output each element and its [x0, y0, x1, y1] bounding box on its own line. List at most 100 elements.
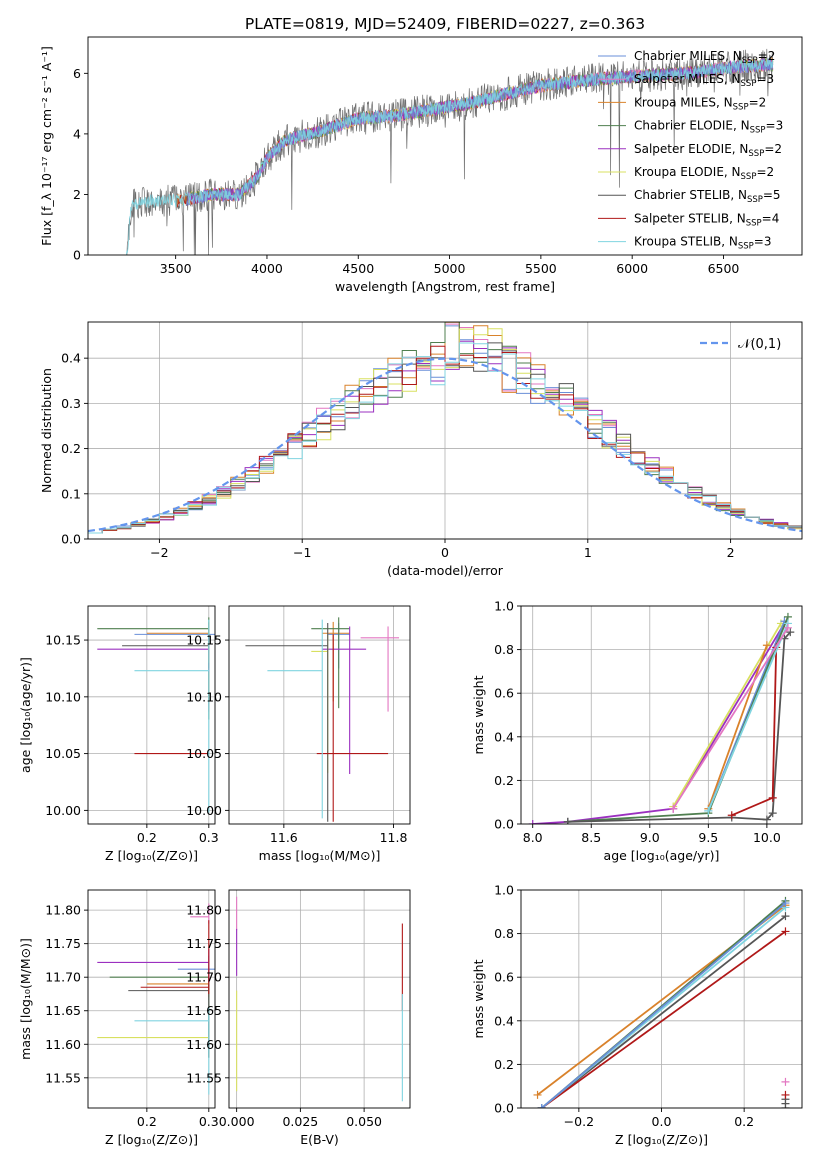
- y-tick-label: 10.10: [45, 689, 81, 704]
- plot-area: [533, 896, 790, 1108]
- y-tick-label: 11.80: [186, 903, 222, 918]
- weight-line-chabrier_elodie: [567, 616, 789, 823]
- x-tick-label: 0.2: [137, 1114, 157, 1129]
- weight-marker-salpeter_stelib: [768, 793, 777, 802]
- y-tick-label: 0.4: [494, 1013, 514, 1028]
- y-tick-label: 0.3: [61, 396, 81, 411]
- figure-title: PLATE=0819, MJD=52409, FIBERID=0227, z=0…: [245, 15, 645, 33]
- y-tick-label: 11.80: [45, 903, 81, 918]
- spectrum-plot: 3500 4000 4500 5000 5500 6000 6500 0 2 4 6 waveleng…: [39, 36, 803, 294]
- age-vs-metallicity-plot: 0.2 0.3 10.00 10.05 10.10 10.15 Z [log₁₀(Z/Z⊙)…: [18, 605, 219, 863]
- x-axis-label: wavelength [Angstrom, rest frame]: [335, 279, 555, 294]
- weight-marker-chabrier_stelib: [786, 628, 795, 637]
- mass-weight-vs-metallicity-plot: −0.2 0.0 0.2 0.0 0.2 0.4 0.6 0.8 1.0 Z [log₁₀(Z/Z…: [471, 883, 803, 1147]
- y-tick-label: 10.10: [186, 689, 222, 704]
- y-tick-label: 4: [73, 126, 81, 141]
- x-tick-label: 0.2: [734, 1114, 754, 1129]
- weight-marker-salpeter_miles: [783, 623, 792, 632]
- x-tick-label: 10.0: [753, 830, 781, 845]
- x-tick-label: 8.5: [581, 830, 601, 845]
- y-tick-label: 1.0: [494, 599, 514, 614]
- weight-line-chabrier_stelib: [567, 631, 791, 823]
- y-tick-label: 11.75: [186, 936, 222, 951]
- y-tick-label: 0.1: [61, 486, 81, 501]
- axes-frame: 11.6 11.8 10.00 10.05 10.10 10.15 mass [log₁₀(…: [186, 605, 411, 863]
- legend-label-chabrier_miles: Chabrier MILES, NSSP=2: [634, 49, 775, 66]
- mass-vs-ebv-plot: 0.000 0.025 0.050 11.55 11.60 11.65 11.70 11.75…: [186, 889, 411, 1147]
- axes-border: [520, 605, 803, 825]
- axes-border: [87, 605, 216, 825]
- y-axis-label: Normed distribution: [39, 368, 54, 493]
- legend-label-chabrier_stelib: Chabrier STELIB, NSSP=5: [634, 188, 781, 205]
- plot-area: [88, 322, 802, 534]
- x-tick-label: 0.2: [137, 830, 157, 845]
- y-tick-label: 0.4: [61, 351, 81, 366]
- x-tick-label: 8.0: [523, 830, 543, 845]
- x-tick-label: 4500: [342, 261, 374, 276]
- x-tick-label: 1: [584, 545, 592, 560]
- x-tick-label: 11.8: [380, 830, 408, 845]
- y-tick-label: 11.65: [186, 1003, 222, 1018]
- x-tick-label: 3500: [160, 261, 192, 276]
- weight-line-chabrier_stelib: [541, 915, 787, 1108]
- x-tick-label: −0.2: [564, 1114, 594, 1129]
- x-tick-label: 0.0: [652, 1114, 672, 1129]
- plot-area: [97, 617, 215, 813]
- x-axis-label: Z [log₁₀(Z/Z⊙)]: [105, 1132, 198, 1147]
- y-tick-label: 0.2: [494, 1057, 514, 1072]
- y-tick-label: 0.2: [61, 441, 81, 456]
- legend-label-kroupa_elodie: Kroupa ELODIE, NSSP=2: [634, 165, 774, 182]
- weight-marker-kroupa_stelib: [704, 806, 713, 815]
- x-tick-label: 11.6: [270, 830, 298, 845]
- y-tick-label: 1.0: [494, 883, 514, 898]
- y-tick-label: 0.0: [61, 532, 81, 547]
- weight-marker-salpeter_miles: [669, 804, 678, 813]
- x-tick-label: 0: [441, 545, 449, 560]
- weight-marker-extra: [781, 1077, 790, 1086]
- y-tick-label: 0.6: [494, 686, 514, 701]
- weight-line-salpeter_miles: [672, 627, 789, 810]
- weight-marker-chabrier_stelib: [563, 817, 572, 824]
- x-tick-label: −2: [150, 545, 168, 560]
- residuals-histogram: −2 −1 0 1 2 0.0 0.1 0.2 0.3 0.4 (data-model)/error…: [39, 321, 803, 578]
- spectrum-line-kroupa_stelib: [125, 57, 774, 255]
- axes-border: [228, 605, 411, 825]
- y-tick-label: 10.15: [45, 633, 81, 648]
- y-tick-label: 11.65: [45, 1003, 81, 1018]
- x-tick-label: 2: [727, 545, 735, 560]
- x-tick-label: 9.0: [640, 830, 660, 845]
- axes-border: [87, 889, 216, 1109]
- y-tick-label: 0.8: [494, 926, 514, 941]
- plot-area: [245, 617, 400, 822]
- spectrum-legend: Chabrier MILES, NSSP=2 Salpeter MILES, NS…: [598, 49, 783, 252]
- x-tick-label: 6500: [708, 261, 740, 276]
- x-tick-label: 0.025: [282, 1114, 318, 1129]
- legend-label-kroupa_miles: Kroupa MILES, NSSP=2: [634, 95, 766, 112]
- axes-border: [87, 36, 803, 256]
- y-tick-label: 11.75: [45, 936, 81, 951]
- axes-border: [228, 889, 411, 1109]
- gaussian-curve: [88, 357, 802, 533]
- axes-frame: −0.2 0.0 0.2 0.0 0.2 0.4 0.6 0.8 1.0 Z [log₁₀(Z/Z…: [471, 883, 803, 1147]
- weight-marker-chabrier_miles: [781, 899, 790, 908]
- legend-label-salpeter_stelib: Salpeter STELIB, NSSP=4: [634, 211, 779, 228]
- x-tick-label: 5500: [525, 261, 557, 276]
- mass-weight-vs-age-plot: 8.0 8.5 9.0 9.5 10.0 0.0 0.2 0.4 0.6 0.8 1.0 age [l…: [471, 599, 803, 863]
- weight-marker-kroupa_miles: [533, 1090, 542, 1099]
- y-tick-label: 11.60: [186, 1037, 222, 1052]
- x-axis-label: Z [log₁₀(Z/Z⊙)]: [105, 848, 198, 863]
- y-tick-label: 0: [73, 248, 81, 263]
- weight-marker-salpeter_stelib: [781, 927, 790, 936]
- y-tick-label: 10.00: [45, 803, 81, 818]
- y-tick-label: 0.6: [494, 970, 514, 985]
- y-tick-label: 11.60: [45, 1037, 81, 1052]
- x-tick-label: 9.5: [698, 830, 718, 845]
- y-tick-label: 11.70: [186, 970, 222, 985]
- y-tick-label: 10.05: [186, 746, 222, 761]
- weight-marker-chabrier_stelib: [762, 815, 771, 824]
- y-tick-label: 0.2: [494, 773, 514, 788]
- y-tick-label: 6: [73, 66, 81, 81]
- y-tick-label: 11.55: [186, 1070, 222, 1085]
- weight-marker-chabrier_stelib: [768, 809, 777, 818]
- x-axis-label: E(B-V): [300, 1132, 339, 1147]
